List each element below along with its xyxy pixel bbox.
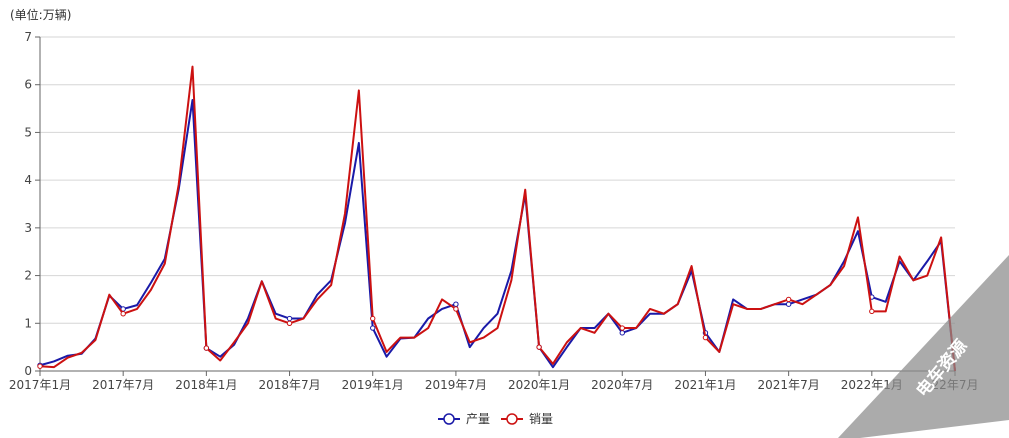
series-layer [37,65,956,372]
data-point[interactable] [453,306,459,312]
y-axis: 0 1 2 3 4 5 6 7 [24,30,41,378]
data-point[interactable] [536,344,542,350]
data-point[interactable] [702,334,709,341]
data-point[interactable] [203,345,210,351]
y-tick-label: 6 [24,78,32,92]
series-line-sales [39,65,956,372]
x-tick-label: 2018年7月 [258,378,320,392]
y-tick-label: 2 [24,269,32,283]
x-tick-label: 2019年1月 [342,378,404,392]
legend-item-sales[interactable]: 销量 [501,412,553,426]
watermark: 电车资源 [838,255,1009,438]
x-axis: 2017年1月 2017年7月 2018年1月 2018年7月 2019年1月 2019年… [9,370,978,392]
y-tick-label: 5 [24,125,32,139]
x-tick-label: 2017年7月 [92,378,154,392]
x-tick-label: 2020年1月 [508,378,570,392]
y-tick-label: 3 [24,221,32,235]
data-point[interactable] [370,325,376,331]
data-point[interactable] [785,296,792,303]
y-tick-label: 1 [24,316,32,330]
data-point[interactable] [37,363,43,369]
watermark-ribbon [838,255,1009,438]
grid-lines [40,36,955,324]
data-point[interactable] [286,315,293,322]
series-line-production [39,98,956,372]
data-point[interactable] [120,311,126,317]
legend[interactable]: 产量 销量 [438,412,553,426]
x-tick-label: 2018年1月 [175,378,237,392]
y-tick-label: 4 [24,173,32,187]
legend-item-production[interactable]: 产量 [438,412,490,426]
data-point[interactable] [619,325,625,331]
data-point[interactable] [370,315,376,322]
x-tick-label: 2021年1月 [674,378,736,392]
data-point[interactable] [453,301,459,307]
legend-label: 产量 [466,412,490,426]
data-point[interactable] [286,320,293,326]
x-tick-label: 2019年7月 [425,378,487,392]
y-tick-label: 7 [24,30,32,44]
data-point[interactable] [619,330,625,336]
legend-label: 销量 [529,412,553,426]
x-tick-label: 2020年7月 [591,378,653,392]
data-point[interactable] [869,308,875,315]
x-tick-label: 2017年1月 [9,378,71,392]
data-point[interactable] [785,301,792,307]
legend-swatch-marker [443,413,455,425]
y-tick-label: 0 [24,364,32,378]
x-tick-label: 2021年7月 [758,378,820,392]
unit-label: (单位:万辆) [10,8,72,22]
legend-swatch-marker [506,413,518,425]
